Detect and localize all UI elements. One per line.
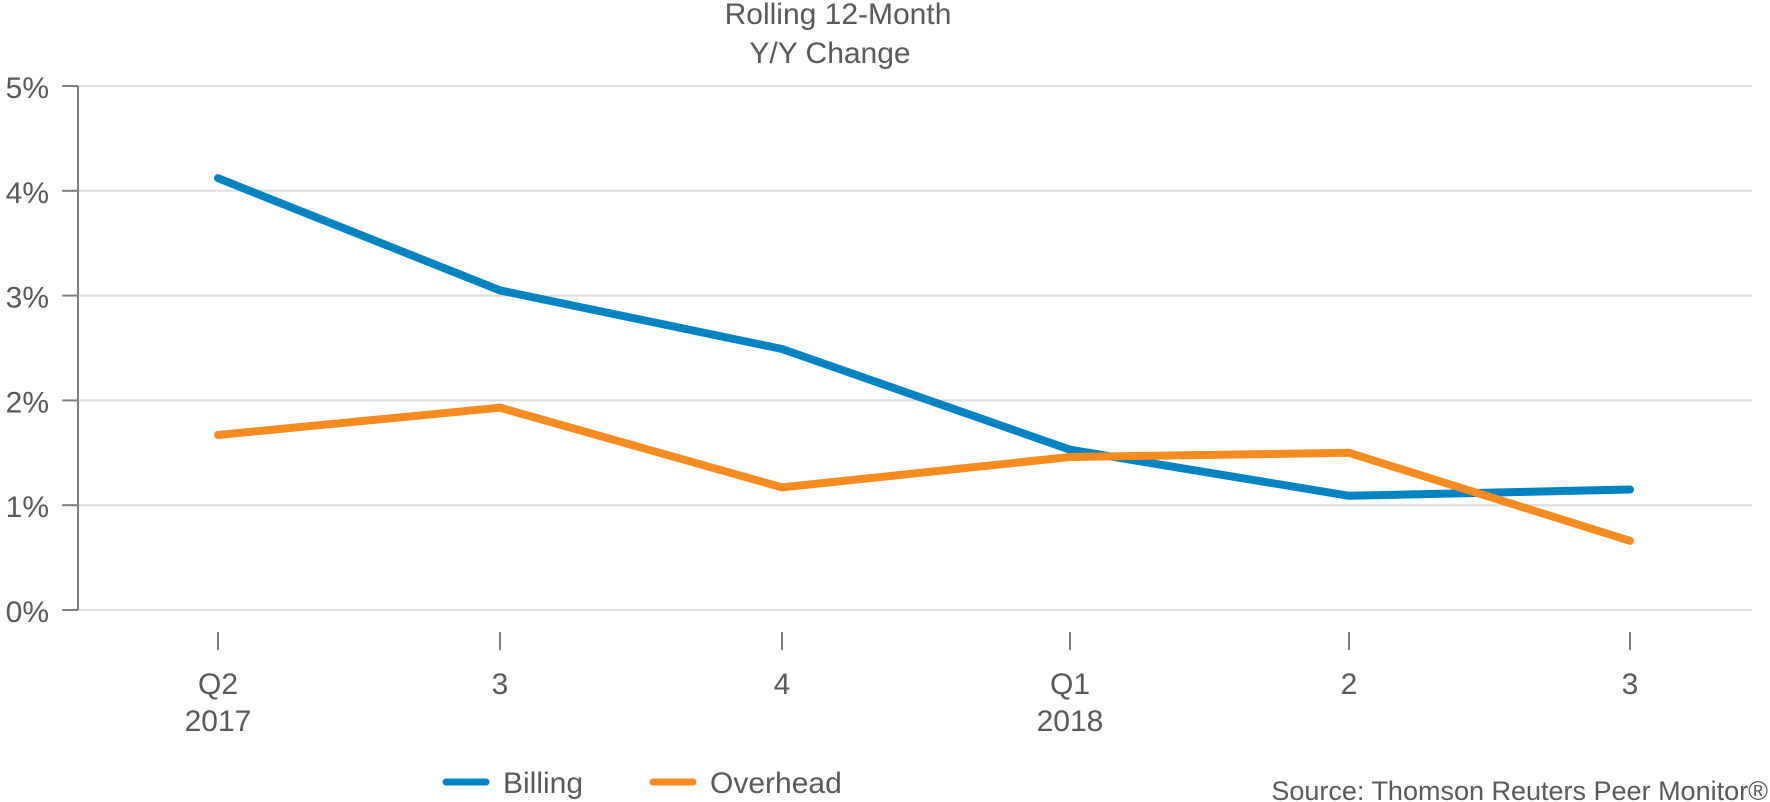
x-axis: Q2 2017 3 4 Q1 2018 2 3: [185, 632, 1639, 738]
legend: Billing Overhead: [442, 767, 842, 800]
y-tick-label: 2%: [6, 386, 49, 419]
source-note: Source: Thomson Reuters Peer Monitor®: [1271, 776, 1768, 802]
x-tick-label-year: 2017: [185, 705, 252, 738]
x-tick-label-year: 2018: [1037, 705, 1104, 738]
legend-item-billing[interactable]: Billing: [442, 767, 583, 800]
legend-item-overhead[interactable]: Overhead: [649, 767, 842, 800]
y-tick-label: 3%: [6, 282, 49, 315]
series-line-billing: [214, 174, 1634, 500]
y-tick-label: 4%: [6, 177, 49, 210]
series-line-overhead: [214, 403, 1634, 545]
x-tick-label: 4: [774, 668, 791, 701]
x-tick-label: 2: [1341, 668, 1358, 701]
y-axis: 0% 1% 2% 3% 4% 5%: [6, 72, 79, 629]
gridlines: [78, 85, 1752, 611]
x-tick-label: 3: [492, 668, 509, 701]
chart-title-line-1: Rolling 12-Month: [725, 0, 952, 31]
series-lines: [214, 174, 1634, 545]
x-tick-label: Q1: [1050, 668, 1090, 701]
x-tick-label: Q2: [198, 668, 238, 701]
y-tick-label: 1%: [6, 491, 49, 524]
y-tick-label: 5%: [6, 72, 49, 105]
chart-title: Rolling 12-Month Y/Y Change: [725, 0, 952, 70]
legend-label-overhead: Overhead: [710, 767, 842, 800]
legend-label-billing: Billing: [503, 767, 583, 800]
x-tick-label: 3: [1622, 668, 1639, 701]
y-tick-label: 0%: [6, 596, 49, 629]
chart-title-line-2: Y/Y Change: [749, 37, 910, 70]
